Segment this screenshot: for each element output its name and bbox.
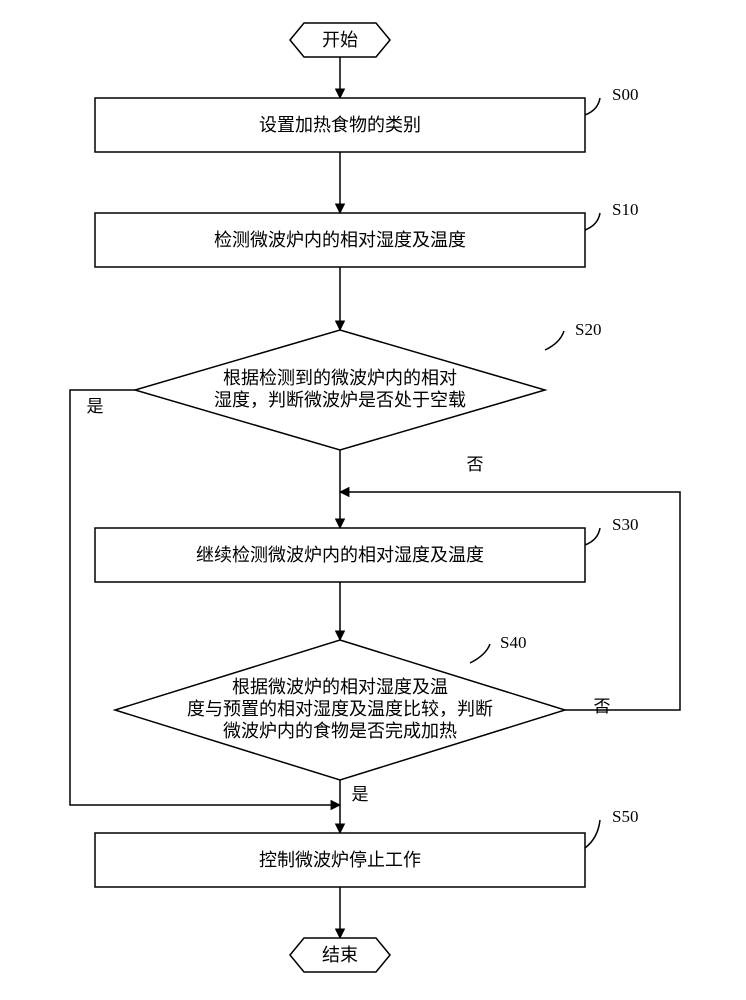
- decision-line-s20-1: 湿度，判断微波炉是否处于空载: [214, 390, 466, 410]
- decision-line-s40-2: 微波炉内的食物是否完成加热: [223, 721, 457, 741]
- process-label-s00: 设置加热食物的类别: [259, 115, 421, 135]
- tag-hook-S00_hook: [585, 98, 600, 115]
- decision-line-s40-0: 根据微波炉的相对湿度及温: [232, 677, 448, 697]
- tag-hook-S40_hook: [470, 644, 490, 663]
- step-tag-S10: S10: [612, 200, 638, 219]
- step-tag-S40: S40: [500, 633, 526, 652]
- edge-label-s20-no: 否: [467, 455, 484, 474]
- terminator-label-start: 开始: [322, 30, 358, 50]
- edge-label-s40-yes: 是: [352, 785, 369, 804]
- tag-hook-S20_hook: [545, 331, 564, 350]
- edge-label-s20-yes: 是: [87, 397, 104, 416]
- step-tag-S00: S00: [612, 85, 638, 104]
- step-tag-S50: S50: [612, 807, 638, 826]
- process-label-s30: 继续检测微波炉内的相对湿度及温度: [196, 545, 484, 565]
- tag-hook-S10_hook: [585, 213, 600, 230]
- step-tag-S30: S30: [612, 515, 638, 534]
- decision-line-s20-0: 根据检测到的微波炉内的相对: [223, 368, 457, 388]
- terminator-label-end: 结束: [322, 945, 358, 965]
- tag-hook-S30_hook: [585, 528, 600, 545]
- process-label-s50: 控制微波炉停止工作: [259, 850, 421, 870]
- edge-label-s40-no: 否: [594, 697, 611, 716]
- decision-line-s40-1: 度与预置的相对湿度及温度比较，判断: [187, 699, 493, 719]
- tag-hook-S50_hook: [585, 820, 600, 848]
- step-tag-S20: S20: [575, 320, 601, 339]
- process-label-s10: 检测微波炉内的相对湿度及温度: [214, 230, 466, 250]
